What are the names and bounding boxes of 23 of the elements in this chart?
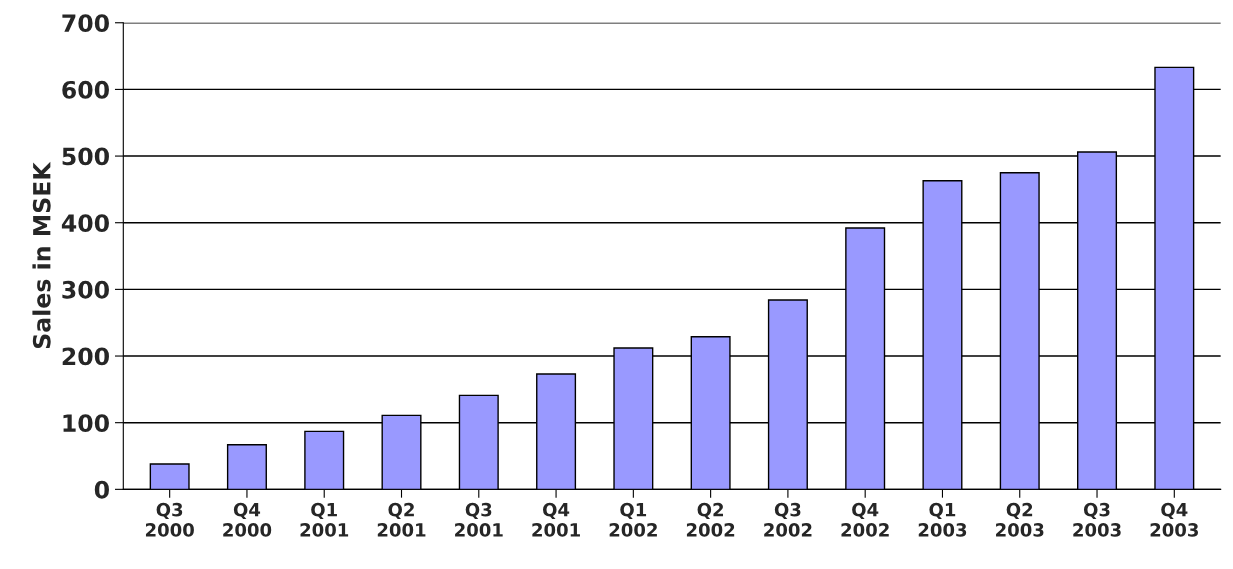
x-tick-label: Q1 2001	[300, 502, 349, 537]
y-tick-label: 500	[62, 147, 109, 166]
x-tick-label: Q1 2003	[918, 502, 967, 537]
y-tick-label: 100	[63, 414, 109, 432]
y-tick-label: 400	[61, 214, 109, 233]
y-tick-label: 600	[62, 80, 109, 99]
y-tick-label: 200	[62, 347, 109, 366]
x-tick-label: Q3 2002	[764, 502, 812, 537]
x-tick-label: Q3 2001	[455, 502, 503, 537]
x-tick-label: Q4 2000	[223, 502, 272, 537]
x-tick-label: Q2 2003	[996, 502, 1044, 537]
x-tick-label: Q3 2003	[1073, 502, 1121, 537]
y-tick-label: 300	[62, 280, 109, 299]
x-tick-label: Q3 2000	[145, 502, 194, 537]
x-tick-label: Q2 2002	[686, 502, 735, 537]
x-tick-label: Q4 2003	[1150, 502, 1198, 537]
y-axis-title: Sales in MSEK	[32, 161, 51, 349]
y-tick-label: 700	[62, 14, 109, 33]
x-tick-label: Q4 2002	[841, 502, 889, 537]
y-tick-label: 0	[94, 480, 109, 499]
x-tick-label: Q2 2001	[377, 502, 426, 537]
x-tick-label: Q4 2001	[532, 502, 580, 537]
x-tick-label: Q1 2002	[609, 502, 657, 537]
